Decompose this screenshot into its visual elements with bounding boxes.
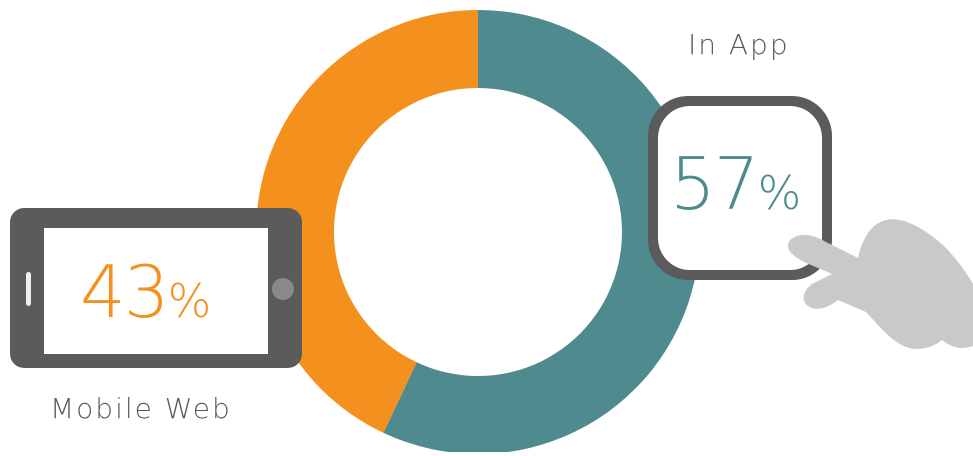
- donut-slices: [255, 10, 700, 454]
- pointing-hand-icon: [787, 219, 973, 349]
- in-app-value: 57: [670, 142, 760, 226]
- mobile-web-percentage: 43%: [80, 250, 211, 334]
- mobile-web-label: Mobile Web: [50, 392, 232, 425]
- app-tile-icon: [648, 96, 832, 280]
- in-app-unit: %: [757, 166, 802, 220]
- mobile-web-unit: %: [167, 274, 212, 328]
- donut-slice-in-app: [383, 10, 700, 454]
- donut-slice-mobile-web: [255, 10, 478, 433]
- in-app-percentage: 57%: [670, 142, 801, 226]
- smartphone-icon: [10, 208, 302, 368]
- in-app-label: In App: [688, 28, 790, 61]
- mobile-web-value: 43: [80, 250, 170, 334]
